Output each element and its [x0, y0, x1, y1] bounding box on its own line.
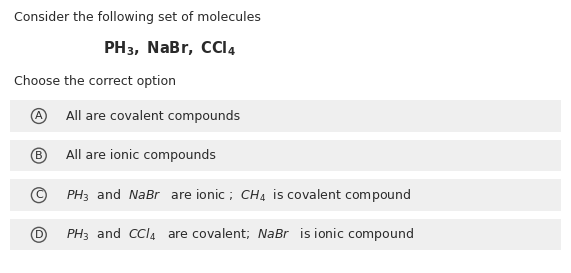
- Text: All are ionic compounds: All are ionic compounds: [66, 149, 215, 162]
- Text: D: D: [35, 230, 43, 240]
- FancyBboxPatch shape: [10, 180, 561, 211]
- Text: C: C: [35, 190, 43, 200]
- Text: B: B: [35, 151, 43, 161]
- FancyBboxPatch shape: [10, 100, 561, 132]
- Text: Consider the following set of molecules: Consider the following set of molecules: [14, 11, 261, 24]
- Text: $\mathit{PH}_3$  and  $\mathit{CCl}_4$   are covalent;  $\mathit{NaBr}$   is ion: $\mathit{PH}_3$ and $\mathit{CCl}_4$ are…: [66, 226, 414, 243]
- Text: All are covalent compounds: All are covalent compounds: [66, 109, 240, 123]
- Text: $\mathbf{PH_3}$$\mathbf{,\ NaBr,\ CCl_4}$: $\mathbf{PH_3}$$\mathbf{,\ NaBr,\ CCl_4}…: [103, 40, 236, 58]
- Text: $\mathit{PH}_3$  and  $\mathit{NaBr}$   are ionic ;  $\mathit{CH}_4$  is covalen: $\mathit{PH}_3$ and $\mathit{NaBr}$ are …: [66, 187, 411, 204]
- FancyBboxPatch shape: [10, 140, 561, 171]
- Text: Choose the correct option: Choose the correct option: [14, 75, 176, 88]
- Text: A: A: [35, 111, 43, 121]
- FancyBboxPatch shape: [10, 219, 561, 251]
